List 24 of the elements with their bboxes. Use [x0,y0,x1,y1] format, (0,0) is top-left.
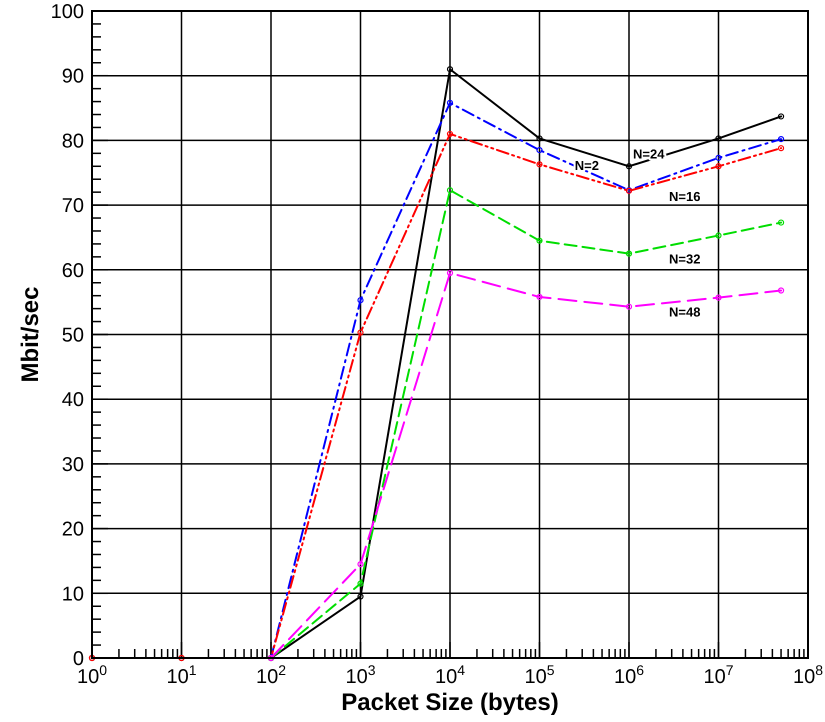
y-tick-label: 100 [50,1,84,23]
y-tick-label: 80 [62,130,84,152]
y-tick-label: 10 [62,583,84,606]
series-label: N=32 [669,252,700,267]
series-label: N=48 [669,304,700,320]
x-tick-label: 10$^{8}$ [792,662,824,688]
x-tick-label: 10$^{5}$ [524,662,555,688]
x-tick-label: 10$^{4}$ [434,662,466,688]
y-tick-label: 50 [62,324,84,346]
y-tick-label: 40 [62,389,84,412]
y-axis-title: Mbit/sec [17,286,44,383]
x-tick-label: 10$^{3}$ [345,662,376,688]
x-tick-label: 10$^{1}$ [166,662,197,688]
x-tick-label: 10$^{2}$ [256,662,286,688]
x-tick-label: 10$^{7}$ [703,662,734,688]
series-label: N=16 [669,188,700,204]
y-tick-label: 20 [62,518,84,541]
y-tick-label: 30 [62,454,84,476]
series-label: N=2 [574,158,599,174]
x-axis-title: Packet Size (bytes) [341,689,559,716]
x-tick-label: 10$^{6}$ [614,662,644,688]
y-tick-label: 60 [62,260,84,282]
y-tick-label: 90 [62,66,84,88]
y-tick-label: 70 [62,195,84,218]
